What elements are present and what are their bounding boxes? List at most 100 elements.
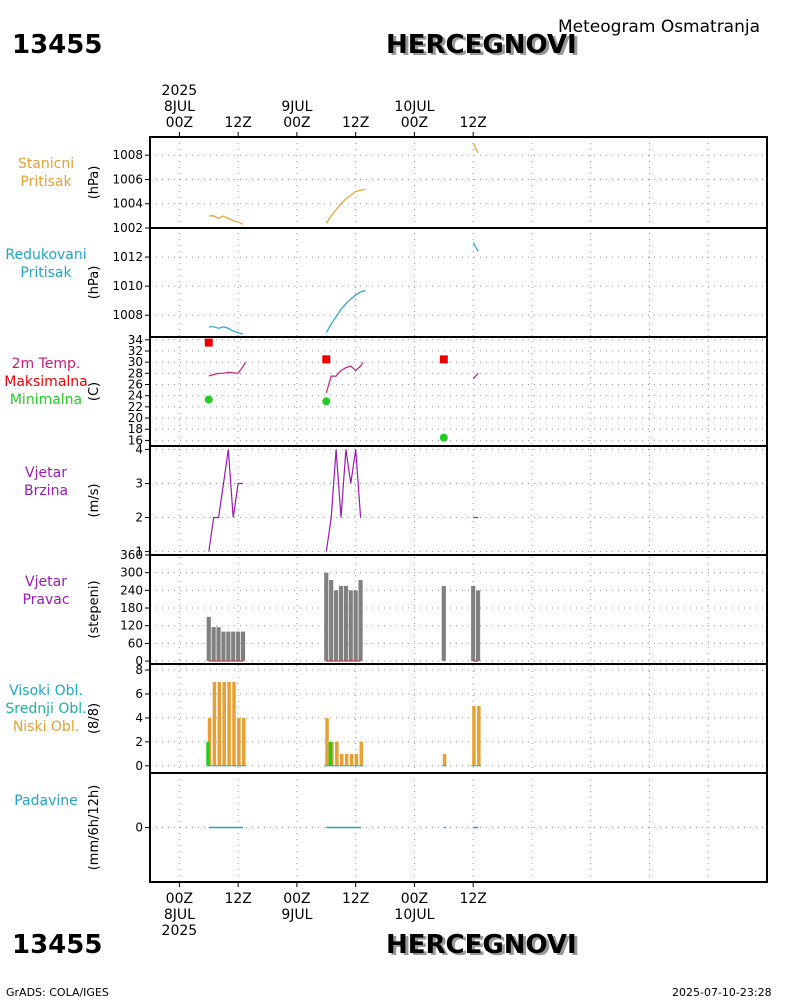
low-cloud-bar [477,705,481,766]
series-line [208,326,244,335]
y-tick-label: 6 [135,687,143,701]
wind-direction-bar [333,590,339,662]
low-cloud-bar [222,681,226,766]
time-label-bottom: 00Z [283,891,310,907]
panel-unit-label: (hPa) [87,166,102,200]
min-temp-marker [322,397,331,406]
low-cloud-bar [232,681,236,766]
min-temp-marker [204,395,213,404]
station-name-bottom: HERCEGNOVI [386,930,577,960]
wind-direction-bar [236,631,241,662]
max-temp-marker [439,355,448,364]
low-cloud-bar [442,753,447,766]
low-cloud-bar [227,681,231,766]
y-tick-label: 32 [128,344,143,358]
wind-direction-bar [206,616,211,662]
footer-credit: GrADS: COLA/IGES [6,986,109,999]
y-tick-label: 1004 [112,197,143,211]
panel-label: Padavine [14,793,78,809]
y-tick-label: 240 [120,583,143,597]
panel-label: Maksimalna [4,374,88,390]
mid-cloud-bar [206,741,210,766]
panel-unit-label: (mm/6h/12h) [87,785,102,871]
y-tick-label: 300 [120,566,143,580]
series-line [472,242,479,252]
grid-layer [150,137,767,882]
time-label-bottom: 00Z [166,891,193,907]
station-name-bottom-shadow: HERCEGNOVI [389,932,580,962]
y-tick-label: 2 [135,735,143,749]
series-line [208,361,247,377]
min-temp-marker [439,433,448,442]
y-tick-label: 360 [120,548,143,562]
panel-label: Brzina [24,483,68,499]
panel-label: 2m Temp. [12,356,81,372]
panel-clouds [206,681,481,767]
wind-direction-bar [441,585,446,662]
max-temp-marker [204,338,213,347]
panel-label: Visoki Obl. [9,683,83,699]
y-tick-label: 18 [128,422,143,436]
data-layer [204,142,481,829]
y-tick-label: 0 [135,759,143,773]
panel-label: Pritisak [20,174,72,190]
panel-station-pressure [208,142,479,225]
series-line [325,449,362,552]
panel-wind-speed [208,449,479,552]
series-line [208,449,243,552]
station-name-top-shadow: HERCEGNOVI [389,32,580,62]
series-line [325,361,364,394]
time-label-bottom: 12Z [224,891,251,907]
time-label-bottom: 9JUL [281,907,312,923]
panel-wind-direction [206,572,481,662]
plot-frame [149,136,768,883]
y-tick-label: 2 [135,511,143,525]
wind-direction-bar [324,572,329,662]
y-tick-label: 1008 [112,148,143,162]
panel-label: Vjetar [25,465,67,481]
y-tick-label: 1008 [112,308,143,322]
panel-temperature [204,338,479,442]
time-label-top: 00Z [283,115,310,131]
y-tick-label: 0 [135,821,143,835]
wind-direction-bar [353,590,358,662]
wind-direction-bar [471,585,476,662]
time-label-top: 2025 [162,83,198,99]
y-tick-label: 1010 [112,279,143,293]
low-cloud-bar [212,681,217,766]
low-cloud-bar [359,741,364,766]
frame-layer [145,132,768,887]
wind-direction-bar [231,631,236,662]
time-label-top: 12Z [459,115,486,131]
y-tick-label: 24 [128,389,143,403]
panel-label: Pritisak [20,265,72,281]
station-id-bottom: 13455 [12,930,102,960]
y-tick-label: 22 [128,400,143,414]
y-tick-label: 3 [135,476,143,490]
low-cloud-bar [472,705,476,766]
series-line [208,215,244,225]
chart-subtitle: Meteogram Osmatranja [558,17,760,37]
station-name-top: HERCEGNOVI [386,30,577,60]
y-tick-label: 34 [128,333,143,347]
y-tick-label: 16 [128,433,143,447]
panel-label: Pravac [22,592,69,608]
low-cloud-bar [325,717,329,766]
panel-label: Redukovani [5,247,86,263]
low-cloud-bar [339,753,344,766]
y-tick-label: 30 [128,355,143,369]
panel-label: Vjetar [25,574,67,590]
station-id-top: 13455 [12,30,102,60]
y-tick-label: 4 [135,711,143,725]
panel-reduced-pressure [208,242,479,335]
time-label-bottom: 00Z [401,891,428,907]
y-tick-label: 20 [128,411,143,425]
y-tick-label: 26 [128,378,143,392]
wind-direction-bar [226,631,231,662]
y-tick-label: 8 [135,663,143,677]
series-line [472,142,479,154]
y-tick-label: 60 [128,636,143,650]
y-tick-label: 28 [128,366,143,380]
wind-direction-bar [348,590,353,662]
panel-unit-label: (stepeni) [87,580,102,638]
